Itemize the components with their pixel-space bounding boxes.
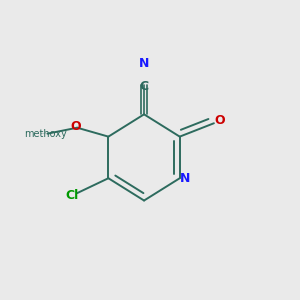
Text: N: N <box>180 172 190 185</box>
Text: O: O <box>70 120 81 133</box>
Text: C: C <box>140 80 148 93</box>
Text: methoxy: methoxy <box>25 129 67 139</box>
Text: Cl: Cl <box>65 189 79 202</box>
Text: O: O <box>214 114 225 127</box>
Text: methoxy: methoxy <box>41 133 48 134</box>
Text: N: N <box>139 57 149 70</box>
